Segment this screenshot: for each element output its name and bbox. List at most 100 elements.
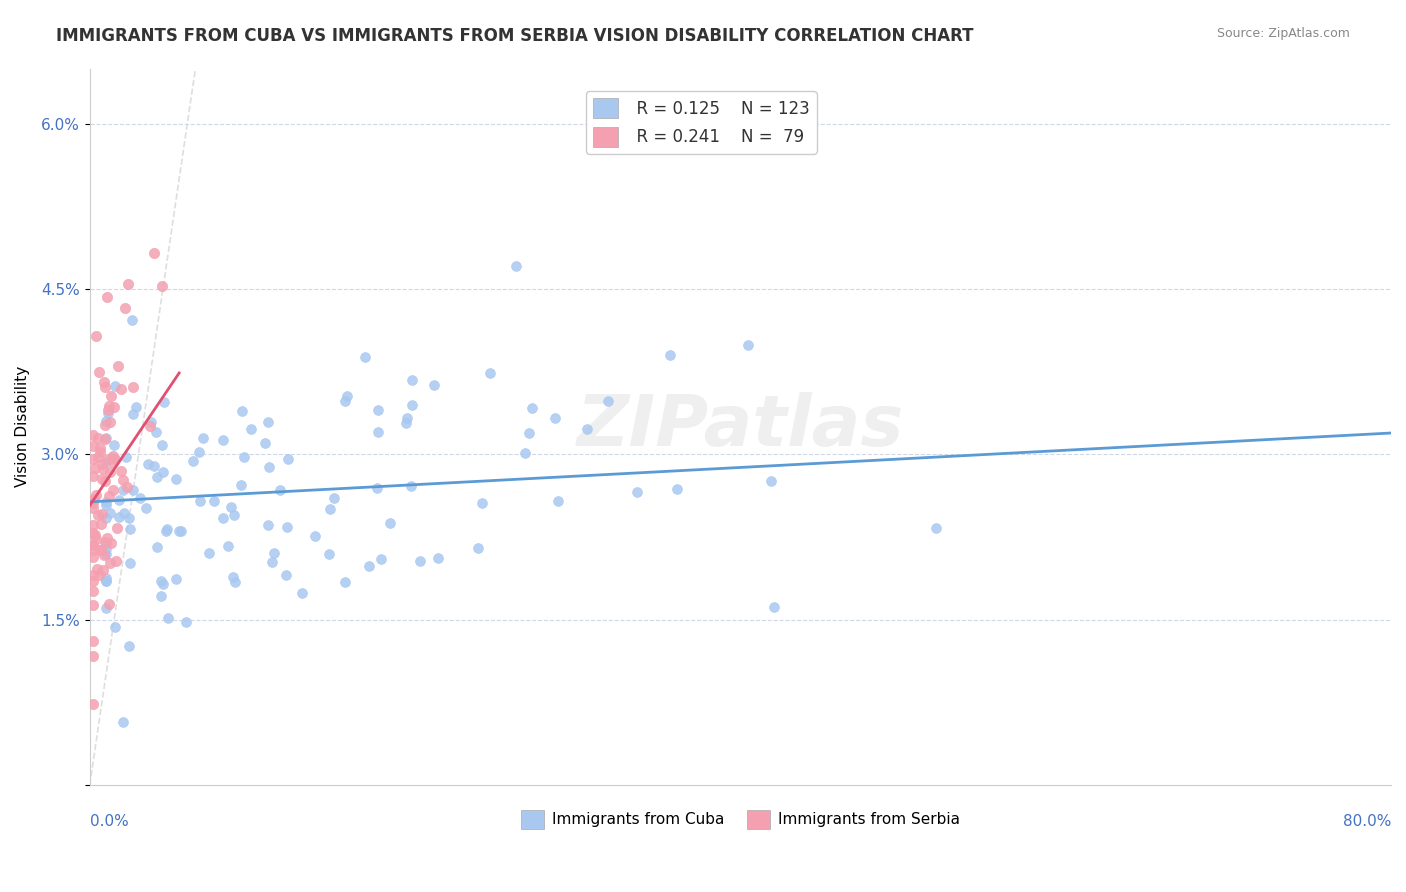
Point — [229, 478, 252, 492]
Text: 0.0%: 0.0% — [90, 814, 128, 829]
Point — [143, 459, 166, 474]
Point — [104, 451, 127, 466]
Point — [135, 500, 157, 515]
Point — [82, 648, 104, 663]
Point — [103, 450, 125, 464]
Point — [84, 533, 107, 547]
Point — [94, 547, 117, 561]
Point — [152, 577, 174, 591]
Point — [111, 714, 134, 729]
Point — [517, 425, 540, 440]
Point — [408, 554, 430, 568]
Point — [91, 563, 114, 577]
Point — [155, 524, 177, 539]
Point — [94, 475, 117, 489]
Point — [146, 470, 169, 484]
Point — [112, 473, 135, 487]
Point — [423, 378, 446, 392]
Point — [91, 508, 114, 522]
Point — [100, 536, 122, 550]
Point — [333, 574, 356, 589]
Point — [90, 516, 112, 531]
Point — [471, 496, 494, 510]
Point — [98, 466, 121, 480]
Point — [401, 479, 423, 493]
Point — [122, 407, 145, 421]
Point — [89, 444, 111, 458]
Point — [93, 375, 115, 389]
Point — [87, 567, 110, 582]
Point — [94, 574, 117, 588]
Point — [82, 517, 104, 532]
Point — [212, 433, 235, 447]
Point — [153, 395, 176, 409]
Point — [94, 414, 117, 428]
Point — [94, 431, 117, 445]
Point — [139, 419, 162, 434]
Point — [269, 483, 291, 497]
Point — [94, 499, 117, 513]
Point — [84, 488, 107, 502]
Point — [142, 246, 165, 260]
Point — [110, 383, 132, 397]
Point — [256, 415, 278, 429]
Legend: Immigrants from Cuba, Immigrants from Serbia: Immigrants from Cuba, Immigrants from Se… — [515, 804, 966, 835]
Point — [82, 451, 104, 466]
Point — [925, 521, 948, 535]
Point — [82, 496, 104, 510]
Point — [93, 534, 115, 549]
Point — [761, 474, 783, 488]
Point — [274, 567, 297, 582]
Point — [108, 510, 131, 524]
Point — [149, 589, 172, 603]
Point — [547, 494, 569, 508]
Point — [467, 541, 489, 555]
Point — [231, 404, 253, 418]
Point — [114, 301, 136, 315]
Point — [762, 600, 785, 615]
Point — [94, 455, 117, 469]
Point — [262, 555, 284, 569]
Point — [110, 465, 132, 479]
Point — [94, 571, 117, 585]
Point — [155, 522, 177, 536]
Point — [82, 550, 104, 565]
Point — [367, 403, 389, 417]
Point — [370, 552, 392, 566]
Point — [84, 528, 107, 542]
Point — [239, 422, 262, 436]
Point — [336, 389, 359, 403]
Point — [121, 379, 143, 393]
Point — [82, 542, 104, 557]
Point — [82, 538, 104, 552]
Point — [118, 556, 141, 570]
Point — [115, 450, 138, 464]
Point — [82, 584, 104, 599]
Point — [104, 554, 127, 568]
Point — [91, 472, 114, 486]
Point — [125, 401, 148, 415]
Point — [97, 489, 120, 503]
Point — [112, 506, 135, 520]
Point — [97, 451, 120, 466]
Point — [318, 547, 340, 561]
Point — [83, 492, 105, 507]
Point — [188, 494, 211, 508]
Point — [666, 482, 689, 496]
Point — [94, 537, 117, 551]
Point — [87, 450, 110, 464]
Point — [659, 348, 682, 362]
Point — [118, 511, 141, 525]
Point — [104, 379, 127, 393]
Text: 80.0%: 80.0% — [1343, 814, 1391, 829]
Point — [174, 615, 197, 629]
Point — [277, 451, 299, 466]
Point — [89, 441, 111, 455]
Point — [82, 574, 104, 589]
Point — [82, 427, 104, 442]
Point — [263, 546, 285, 560]
Point — [167, 524, 190, 539]
Point — [427, 550, 450, 565]
Point — [121, 313, 143, 327]
Point — [97, 403, 120, 417]
